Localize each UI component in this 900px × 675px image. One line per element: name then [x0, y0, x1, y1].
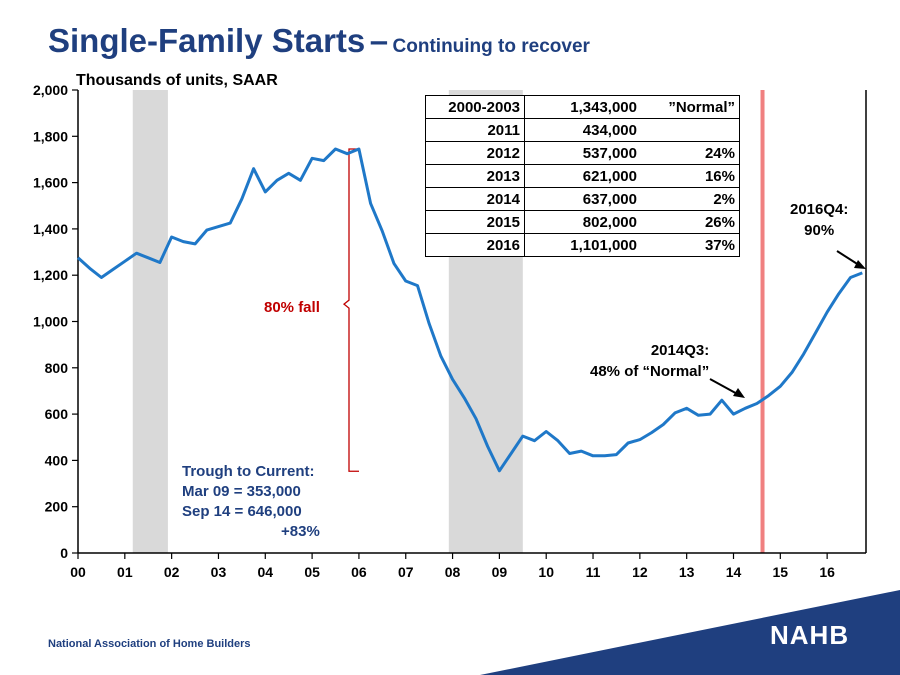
stats-cell-change	[641, 119, 740, 142]
y-tick-label: 800	[45, 360, 69, 376]
trough-line-2: Sep 14 = 646,000	[182, 503, 302, 520]
stats-cell-period: 2015	[425, 210, 525, 234]
stats-cell-value: 537,000	[582, 144, 637, 162]
footer-org: National Association of Home Builders	[48, 638, 251, 650]
stats-cell-change: 26%	[704, 213, 735, 231]
x-tick-label: 00	[70, 564, 86, 580]
nahb-logo: NAHB	[770, 620, 850, 650]
stats-cell-period: 2016	[425, 233, 525, 257]
y-tick-label: 1,000	[33, 314, 68, 330]
x-tick-label: 09	[492, 564, 508, 580]
y-tick-label: 1,800	[33, 128, 68, 144]
x-tick-label: 15	[773, 564, 789, 580]
y-tick-label: 1,200	[33, 267, 68, 283]
series-line	[76, 147, 863, 473]
x-tick-label: 06	[351, 564, 367, 580]
stats-row: 2011 434,000	[425, 118, 740, 142]
stats-row: 2012 537,000 24%	[425, 141, 740, 165]
x-tick-label: 05	[304, 564, 320, 580]
units-label: Thousands of units, SAAR	[76, 72, 278, 89]
fall-label: 80% fall	[264, 299, 320, 316]
fall-bracket	[342, 148, 359, 472]
stats-cell-period: 2013	[425, 164, 525, 188]
recession-band	[132, 90, 168, 553]
stats-cell-change: ”Normal”	[668, 98, 735, 116]
footer-banner	[480, 590, 900, 675]
stats-cell-period: 2012	[425, 141, 525, 165]
annotation-2016q4: 2016Q4: 90%	[790, 199, 848, 241]
trough-title: Trough to Current:	[182, 463, 315, 480]
stats-row: 2000-2003 1,343,000 ”Normal”	[425, 95, 740, 119]
stats-row: 2015 802,000 26%	[425, 210, 740, 234]
annotation-2016q4-line1: 2016Q4:	[790, 201, 849, 218]
x-tick-label: 16	[819, 564, 835, 580]
y-tick-label: 1,400	[33, 221, 68, 237]
x-tick-label: 03	[211, 564, 227, 580]
stats-cell-period: 2011	[425, 118, 525, 142]
x-tick-label: 04	[257, 564, 273, 580]
trough-line-3: +83%	[281, 523, 320, 540]
annotation-2016q4-line2: 90%	[804, 222, 835, 239]
x-tick-label: 13	[679, 564, 695, 580]
x-tick-label: 12	[632, 564, 648, 580]
stats-cell-change: 24%	[704, 144, 735, 162]
stats-row: 2014 637,000 2%	[425, 187, 740, 211]
annotation-2014q3: 2014Q3: 48% of “Normal”	[590, 340, 709, 382]
x-tick-label: 14	[726, 564, 742, 580]
y-tick-label: 0	[60, 545, 68, 561]
y-tick-label: 600	[45, 406, 69, 422]
stats-row: 2016 1,101,000 37%	[425, 233, 740, 257]
stats-table: 2000-2003 1,343,000 ”Normal” 2011 434,000 201…	[425, 95, 740, 257]
y-tick-label: 200	[45, 499, 69, 515]
title-subtitle: Continuing to recover	[392, 36, 590, 57]
trough-note: Trough to Current: Mar 09 = 353,000 Sep …	[182, 462, 320, 542]
x-tick-label: 08	[445, 564, 461, 580]
title-dash: –	[369, 22, 389, 59]
y-tick-label: 2,000	[33, 82, 68, 98]
y-tick-label: 1,600	[33, 175, 68, 191]
stats-cell-change: 37%	[704, 236, 735, 254]
stats-cell-value: 802,000	[582, 213, 637, 231]
trough-line-1: Mar 09 = 353,000	[182, 483, 301, 500]
stats-cell-period: 2014	[425, 187, 525, 211]
x-tick-label: 01	[117, 564, 133, 580]
title-main: Single-Family Starts	[48, 22, 366, 59]
stats-cell-value: 1,343,000	[570, 98, 637, 116]
stats-cell-change: 16%	[704, 167, 735, 185]
annotation-2014q3-line1: 2014Q3:	[650, 342, 710, 359]
stats-cell-value: 637,000	[582, 190, 637, 208]
x-tick-label: 11	[586, 564, 601, 580]
y-tick-label: 400	[45, 452, 69, 468]
stats-cell-period: 2000-2003	[425, 95, 525, 119]
stats-cell-change: 2%	[713, 190, 735, 208]
stats-cell-value: 621,000	[582, 167, 637, 185]
page-title: Single-Family Starts – Continuing to rec…	[48, 22, 590, 60]
stats-row: 2013 621,000 16%	[425, 164, 740, 188]
x-tick-label: 10	[538, 564, 554, 580]
stats-cell-value: 1,101,000	[570, 236, 637, 254]
x-tick-label: 02	[164, 564, 180, 580]
annotation-arrows	[709, 250, 866, 398]
x-tick-label: 07	[398, 564, 414, 580]
stats-cell-value: 434,000	[582, 121, 637, 139]
annotation-2014q3-line2: 48% of “Normal”	[590, 363, 710, 380]
